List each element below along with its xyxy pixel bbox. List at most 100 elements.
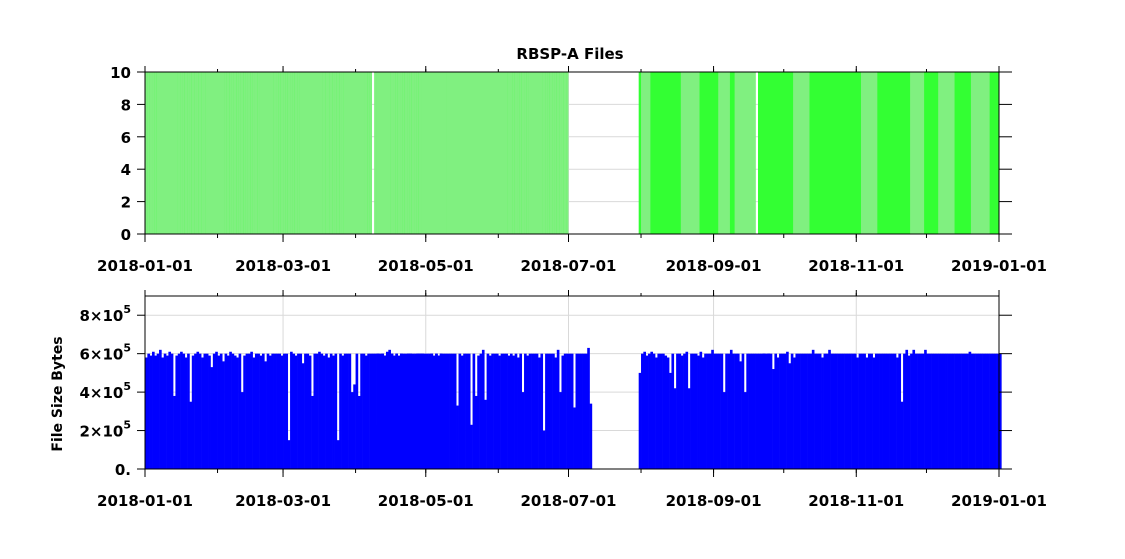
filesize-bar xyxy=(240,392,244,469)
filesize-bar xyxy=(743,392,747,469)
filesize-x-tick-label: 2019-01-01 xyxy=(951,492,1047,510)
files-bar xyxy=(561,72,564,234)
files-light-band xyxy=(910,72,925,234)
filesize-bar xyxy=(692,353,696,469)
filesize-bar xyxy=(261,353,265,469)
filesize-bar xyxy=(837,353,841,469)
filesize-bar xyxy=(385,353,389,469)
filesize-bar xyxy=(945,353,948,469)
filesize-bar xyxy=(980,353,983,469)
files-bar xyxy=(325,72,328,234)
filesize-bar xyxy=(191,355,195,469)
files-bar xyxy=(201,72,204,234)
filesize-bar xyxy=(697,355,700,469)
filesize-bar xyxy=(680,355,684,469)
filesize-bar xyxy=(215,351,218,469)
filesize-x-tick-label: 2018-01-01 xyxy=(97,492,193,510)
files-light-band xyxy=(528,72,543,234)
files-bar xyxy=(367,72,370,234)
files-x-tick-label: 2018-07-01 xyxy=(521,257,617,275)
filesize-bar xyxy=(467,353,471,469)
filesize-bar xyxy=(734,353,738,469)
filesize-bar xyxy=(563,353,567,469)
files-y-tick-label: 4 xyxy=(121,161,131,179)
filesize-bar xyxy=(486,353,490,469)
files-bar xyxy=(194,72,197,234)
filesize-bar xyxy=(818,353,822,469)
filesize-bar xyxy=(177,353,181,469)
filesize-bar xyxy=(736,353,740,469)
filesize-bar xyxy=(547,353,551,469)
filesize-y-tick-label: 8×105 xyxy=(79,303,131,325)
files-bar xyxy=(566,72,569,234)
filesize-bar xyxy=(673,388,677,469)
filesize-bar xyxy=(257,353,260,469)
files-bar xyxy=(526,72,529,234)
filesize-bar xyxy=(828,349,831,469)
files-bar xyxy=(147,72,150,234)
files-bar xyxy=(322,72,326,234)
filesize-bar xyxy=(388,349,391,469)
filesize-bar xyxy=(514,353,518,469)
filesize-bar xyxy=(472,353,476,469)
filesize-bar xyxy=(776,357,780,469)
top-axes: 2018-01-01 2018-03-01 2018-05-01 2018-07-01… xyxy=(97,64,1047,275)
filesize-bar xyxy=(336,440,340,469)
filesize-bar xyxy=(173,395,176,469)
filesize-bar xyxy=(926,353,930,469)
filesize-bar xyxy=(732,353,735,469)
filesize-bar xyxy=(446,353,450,469)
filesize-bar xyxy=(378,407,382,469)
filesize-bar xyxy=(203,353,207,469)
filesize-bar xyxy=(250,351,253,469)
filesize-bar xyxy=(793,357,796,469)
filesize-bar xyxy=(531,353,534,469)
filesize-bar xyxy=(797,353,801,469)
filesize-bar xyxy=(404,353,408,469)
filesize-bar xyxy=(549,353,553,469)
filesize-bar xyxy=(383,355,387,469)
filesize-x-tick-label: 2018-09-01 xyxy=(666,492,762,510)
filesize-bar xyxy=(704,353,707,469)
filesize-bar xyxy=(477,355,480,469)
files-light-band xyxy=(793,72,810,234)
filesize-bar xyxy=(987,353,990,469)
filesize-bar xyxy=(858,353,862,469)
filesize-bar xyxy=(765,357,768,469)
files-bar xyxy=(409,72,412,234)
filesize-bar xyxy=(285,353,289,469)
filesize-bar xyxy=(318,351,321,469)
filesize-bar xyxy=(152,351,155,469)
filesize-bar xyxy=(657,353,661,469)
filesize-bar xyxy=(491,353,494,469)
filesize-bar xyxy=(400,353,403,469)
filesize-bar xyxy=(959,353,962,469)
filesize-bar xyxy=(245,353,249,469)
filesize-bar xyxy=(451,353,455,469)
filesize-bar xyxy=(484,399,487,469)
files-light-band xyxy=(680,72,700,234)
filesize-bar xyxy=(741,353,745,469)
files-bar xyxy=(257,72,260,234)
filesize-bar xyxy=(521,392,525,469)
filesize-bar xyxy=(727,353,731,469)
files-bar xyxy=(519,72,522,234)
filesize-bar xyxy=(432,355,436,469)
filesize-bar xyxy=(748,353,752,469)
filesize-bar xyxy=(217,355,221,469)
filesize-bar xyxy=(517,357,520,469)
files-bar xyxy=(390,72,394,234)
files-y-tick-label: 2 xyxy=(121,194,131,212)
files-bar xyxy=(556,72,560,234)
files-bar xyxy=(240,72,244,234)
filesize-bar xyxy=(788,363,792,469)
bottom-bars xyxy=(145,347,1002,469)
filesize-bar xyxy=(977,353,981,469)
filesize-bar xyxy=(666,357,670,469)
filesize-bar xyxy=(772,369,775,469)
files-bar xyxy=(243,72,246,234)
filesize-bar xyxy=(505,353,508,469)
filesize-bar xyxy=(900,401,904,469)
filesize-bar xyxy=(519,353,522,469)
files-bar xyxy=(229,72,232,234)
